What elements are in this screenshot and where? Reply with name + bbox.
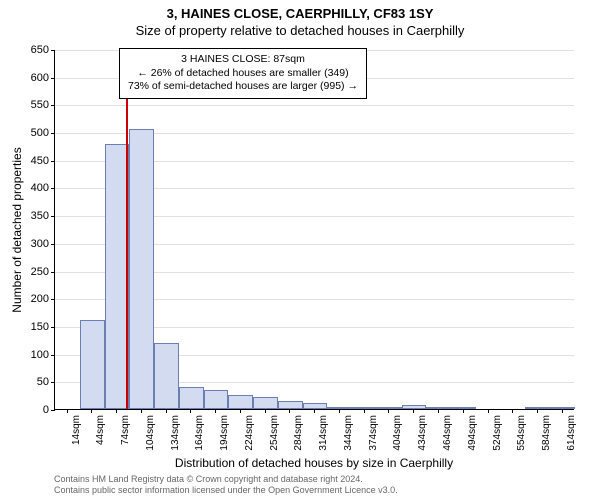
x-tick [562, 409, 563, 413]
x-tick-label: 224sqm [244, 415, 255, 451]
histogram-bar [253, 397, 278, 409]
footer-line2: Contains public sector information licen… [54, 485, 398, 496]
annotation-line: 73% of semi-detached houses are larger (… [128, 80, 358, 94]
x-tick [463, 409, 464, 413]
x-tick [512, 409, 513, 413]
y-tick [51, 410, 55, 411]
y-tick-label: 250 [31, 266, 49, 278]
histogram-bar [204, 390, 229, 409]
x-tick-label: 494sqm [467, 415, 478, 451]
y-axis-label: Number of detached properties [10, 147, 24, 312]
x-tick [91, 409, 92, 413]
x-tick-label: 614sqm [566, 415, 577, 451]
x-tick-label: 434sqm [417, 415, 428, 451]
x-tick [388, 409, 389, 413]
y-tick [51, 161, 55, 162]
y-tick-label: 450 [31, 155, 49, 167]
x-tick [314, 409, 315, 413]
y-tick [51, 272, 55, 273]
x-tick-label: 344sqm [343, 415, 354, 451]
footer-attribution: Contains HM Land Registry data © Crown c… [54, 474, 398, 496]
x-tick [215, 409, 216, 413]
annotation-box: 3 HAINES CLOSE: 87sqm← 26% of detached h… [119, 48, 367, 99]
x-tick-label: 134sqm [170, 415, 181, 451]
y-tick [51, 78, 55, 79]
x-tick-label: 44sqm [95, 415, 106, 445]
x-tick [438, 409, 439, 413]
x-tick-label: 104sqm [145, 415, 156, 451]
x-tick-label: 194sqm [219, 415, 230, 451]
histogram-bar [154, 343, 179, 409]
x-tick-label: 524sqm [492, 415, 503, 451]
x-tick [537, 409, 538, 413]
histogram-bar [179, 387, 204, 409]
x-tick [141, 409, 142, 413]
x-tick-label: 164sqm [194, 415, 205, 451]
y-tick [51, 188, 55, 189]
histogram-bar [129, 129, 154, 409]
page-title-line2: Size of property relative to detached ho… [0, 21, 600, 42]
x-tick-label: 404sqm [392, 415, 403, 451]
y-tick-label: 400 [31, 182, 49, 194]
x-tick [488, 409, 489, 413]
y-tick [51, 327, 55, 328]
x-tick-label: 554sqm [516, 415, 527, 451]
x-tick-label: 254sqm [269, 415, 280, 451]
annotation-line: ← 26% of detached houses are smaller (34… [128, 67, 358, 81]
histogram-bar [278, 401, 303, 409]
histogram-bar [80, 320, 105, 409]
y-tick [51, 355, 55, 356]
x-tick-label: 284sqm [293, 415, 304, 451]
y-tick [51, 216, 55, 217]
histogram-chart: 0501001502002503003504004505005506006501… [54, 50, 574, 410]
y-tick-label: 100 [31, 349, 49, 361]
y-tick-label: 0 [43, 404, 49, 416]
reference-line [126, 50, 128, 409]
y-tick-label: 500 [31, 127, 49, 139]
footer-line1: Contains HM Land Registry data © Crown c… [54, 474, 398, 485]
x-tick [116, 409, 117, 413]
x-tick-label: 584sqm [541, 415, 552, 451]
x-tick [289, 409, 290, 413]
x-axis-label: Distribution of detached houses by size … [54, 456, 574, 470]
x-tick [166, 409, 167, 413]
y-gridline [55, 105, 574, 106]
y-tick-label: 200 [31, 293, 49, 305]
x-tick [240, 409, 241, 413]
x-tick [67, 409, 68, 413]
x-tick [364, 409, 365, 413]
x-tick-label: 464sqm [442, 415, 453, 451]
y-tick [51, 244, 55, 245]
x-tick [265, 409, 266, 413]
y-tick-label: 350 [31, 210, 49, 222]
x-tick-label: 14sqm [71, 415, 82, 445]
y-tick [51, 50, 55, 51]
y-tick [51, 133, 55, 134]
page-title-line1: 3, HAINES CLOSE, CAERPHILLY, CF83 1SY [0, 0, 600, 21]
y-tick [51, 299, 55, 300]
x-tick-label: 314sqm [318, 415, 329, 451]
x-tick-label: 74sqm [120, 415, 131, 445]
histogram-bar [228, 395, 253, 409]
y-tick [51, 105, 55, 106]
annotation-line: 3 HAINES CLOSE: 87sqm [128, 53, 358, 67]
x-tick [339, 409, 340, 413]
x-tick-label: 374sqm [368, 415, 379, 451]
y-tick-label: 600 [31, 72, 49, 84]
y-tick [51, 382, 55, 383]
y-tick-label: 150 [31, 321, 49, 333]
y-tick-label: 650 [31, 44, 49, 56]
x-tick [413, 409, 414, 413]
x-tick [190, 409, 191, 413]
y-tick-label: 300 [31, 238, 49, 250]
y-tick-label: 550 [31, 99, 49, 111]
y-tick-label: 50 [37, 376, 49, 388]
